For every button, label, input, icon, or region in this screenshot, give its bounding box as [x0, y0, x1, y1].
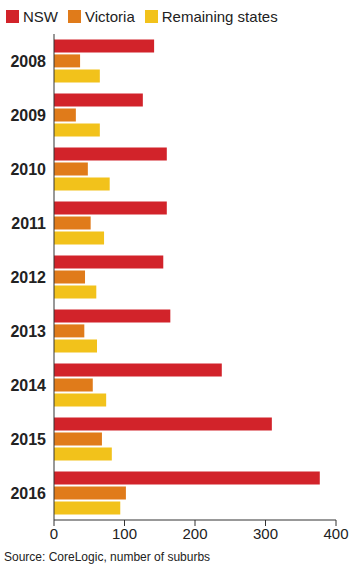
svg-text:400: 400: [323, 525, 348, 542]
svg-text:2015: 2015: [10, 431, 46, 448]
svg-text:2013: 2013: [10, 323, 46, 340]
svg-text:2009: 2009: [10, 107, 46, 124]
svg-text:2012: 2012: [10, 269, 46, 286]
svg-text:200: 200: [182, 525, 207, 542]
svg-text:2008: 2008: [10, 53, 46, 70]
svg-text:2014: 2014: [10, 377, 46, 394]
html-text:Remaining states: Remaining states: [161, 7, 278, 25]
html-text:Source: CoreLogic, number of s: Source: CoreLogic, number of suburbs: [4, 550, 211, 564]
svg-text:2016: 2016: [10, 485, 46, 502]
svg-text:2010: 2010: [10, 161, 46, 178]
svg-text:100: 100: [112, 525, 137, 542]
svg-text:300: 300: [253, 525, 278, 542]
svg-text:2011: 2011: [11, 215, 46, 232]
svg-text:0: 0: [50, 525, 58, 542]
html-text:Victoria: Victoria: [85, 7, 135, 25]
html-text:NSW: NSW: [23, 7, 58, 25]
